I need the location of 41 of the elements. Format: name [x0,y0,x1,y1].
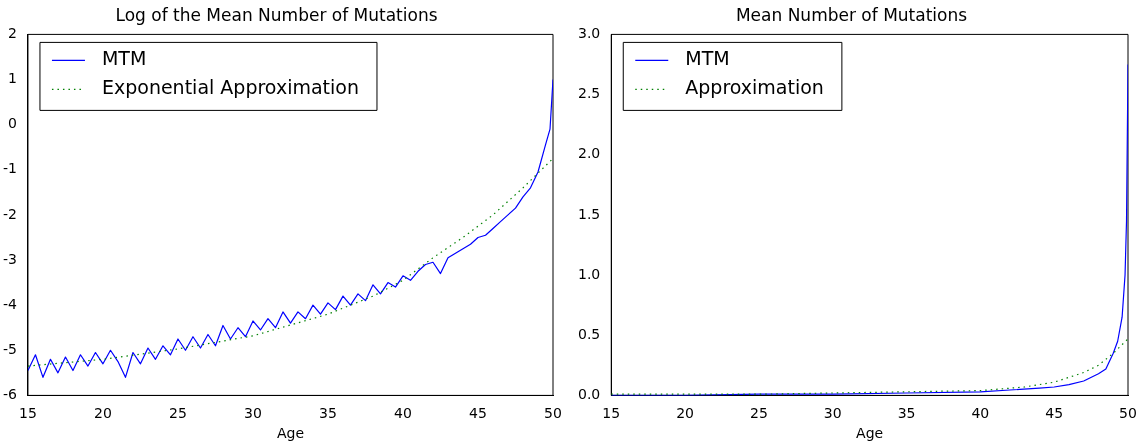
x-tick-label: 20 [676,405,694,422]
x-tick-label: 40 [971,405,990,422]
x-tick-label: 35 [897,405,916,422]
chart-title: Mean Number of Mutations [735,4,968,25]
x-tick-label: 50 [1119,405,1137,422]
x-tick-label: 45 [469,405,487,422]
x-tick-label: 15 [19,405,37,422]
line-series [27,157,553,367]
x-tick-label: 25 [169,405,187,422]
y-tick-label: 3.0 [578,25,601,42]
legend-label: Exponential Approximation [101,76,359,99]
x-tick-label: 15 [602,405,621,422]
legend-label: MTM [101,47,147,70]
y-tick-label: -2 [2,205,17,222]
chart-title: Log of the Mean Number of Mutations [115,4,438,25]
x-tick-label: 30 [823,405,842,422]
y-tick-label: 2 [8,25,17,42]
y-tick-label: 2.0 [578,145,601,162]
x-tick-label: 45 [1045,405,1064,422]
x-tick-label: 50 [544,405,562,422]
y-tick-label: -5 [2,340,17,357]
y-tick-label: -4 [2,295,18,312]
y-tick-label: 0 [8,115,17,132]
y-tick-label: 0.5 [578,325,601,342]
y-tick-label: 1.5 [578,205,601,222]
x-axis-title: Age [856,425,884,442]
x-tick-label: 25 [749,405,768,422]
y-tick-label: -1 [2,160,17,177]
x-tick-label: 35 [319,405,337,422]
y-tick-label: 0.0 [578,386,601,403]
legend-label: Approximation [685,76,824,99]
y-tick-label: -3 [2,250,17,267]
x-tick-label: 40 [394,405,412,422]
y-tick-label: 1.0 [578,265,601,282]
y-tick-label: 2.5 [578,85,601,102]
x-tick-label: 20 [94,405,112,422]
x-axis-title: Age [276,425,305,442]
y-tick-label: 1 [8,70,17,87]
legend-label: MTM [685,47,730,70]
x-tick-label: 30 [244,405,262,422]
y-tick-label: -6 [2,386,18,403]
